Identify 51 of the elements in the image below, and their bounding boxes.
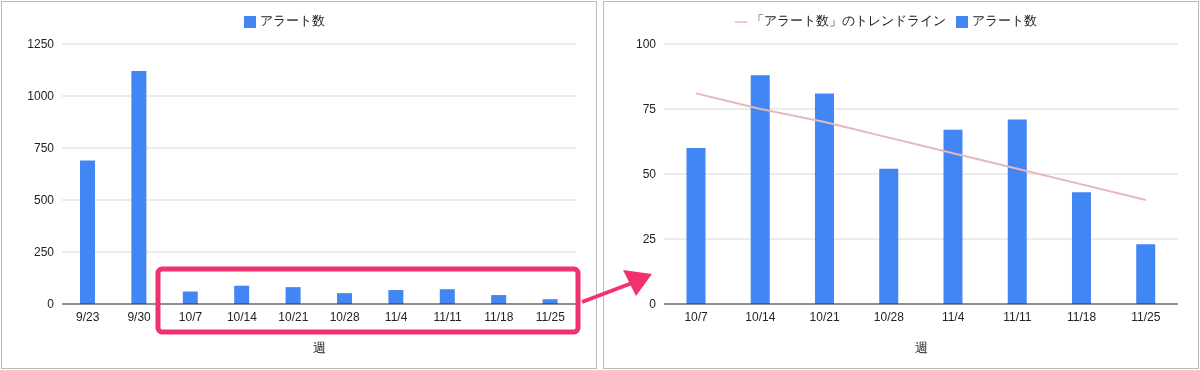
y-tick-label: 0 — [649, 297, 657, 312]
bar — [491, 295, 507, 304]
y-tick-label: 100 — [635, 37, 657, 52]
legend-label: アラート数 — [259, 13, 325, 28]
y-tick-label: 0 — [47, 297, 55, 312]
bar — [388, 290, 404, 304]
bar — [439, 289, 455, 304]
x-tick-label: 9/30 — [127, 309, 152, 324]
x-tick-label: 10/7 — [178, 309, 203, 324]
y-tick-label: 75 — [642, 102, 657, 117]
x-tick-label: 10/14 — [226, 309, 258, 324]
bar — [285, 287, 301, 304]
bar — [234, 285, 250, 304]
x-axis-title: 週 — [914, 340, 928, 355]
y-tick-label: 1250 — [27, 37, 55, 52]
y-tick-label: 500 — [33, 193, 55, 208]
x-tick-label: 10/28 — [873, 309, 905, 324]
bar — [131, 71, 147, 304]
x-tick-label: 11/11 — [433, 309, 462, 324]
y-tick-label: 750 — [33, 141, 55, 156]
x-tick-label: 11/18 — [484, 309, 514, 324]
y-tick-label: 1000 — [27, 89, 55, 104]
x-tick-label: 11/25 — [1131, 309, 1161, 324]
bar — [943, 129, 963, 304]
x-tick-label: 10/21 — [809, 309, 840, 324]
y-tick-label: 250 — [33, 245, 55, 260]
x-tick-label: 10/28 — [329, 309, 361, 324]
line-series — [695, 92, 1147, 201]
x-tick-label: 9/23 — [76, 309, 100, 324]
x-tick-label: 10/7 — [684, 309, 709, 324]
x-tick-label: 10/21 — [278, 309, 309, 324]
bar — [336, 293, 352, 304]
bar — [686, 148, 706, 304]
y-tick-label: 25 — [642, 232, 657, 247]
x-axis-title: 週 — [312, 340, 326, 355]
x-tick-label: 11/4 — [941, 309, 965, 324]
x-tick-label: 11/25 — [535, 309, 566, 324]
bar — [1007, 119, 1027, 304]
bar — [1136, 244, 1156, 304]
x-tick-label: 10/14 — [745, 309, 776, 324]
x-tick-label: 11/4 — [384, 309, 408, 324]
bar — [750, 75, 770, 304]
bar — [814, 93, 834, 304]
bar — [879, 168, 899, 304]
x-tick-label: 11/11 — [1003, 309, 1032, 324]
x-tick-label: 11/18 — [1067, 309, 1097, 324]
legend-label: アラート数 — [972, 13, 1037, 28]
y-tick-label: 50 — [642, 167, 657, 182]
legend-label: 「アラート数」のトレンドライン — [751, 13, 946, 28]
bar — [79, 160, 95, 304]
bar — [1071, 192, 1091, 304]
